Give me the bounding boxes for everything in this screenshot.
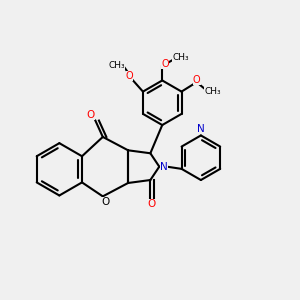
Text: CH₃: CH₃ <box>204 86 221 95</box>
Text: N: N <box>160 162 168 172</box>
Text: O: O <box>148 200 156 209</box>
Text: O: O <box>87 110 95 120</box>
Text: O: O <box>193 75 200 85</box>
Text: CH₃: CH₃ <box>172 53 189 62</box>
Text: O: O <box>126 71 134 81</box>
Text: O: O <box>102 197 110 207</box>
Text: CH₃: CH₃ <box>109 61 125 70</box>
Text: O: O <box>161 59 169 69</box>
Text: N: N <box>197 124 205 134</box>
